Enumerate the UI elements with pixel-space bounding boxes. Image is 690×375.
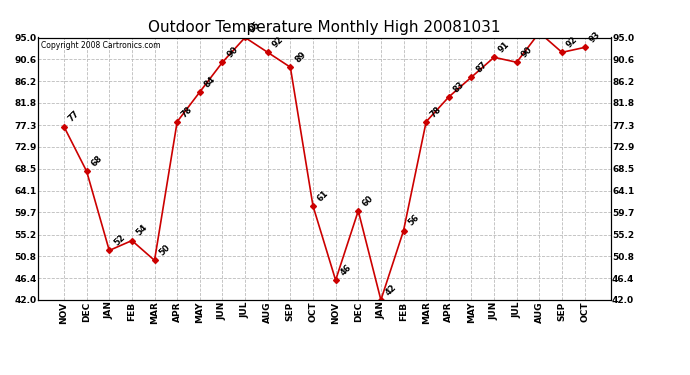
Text: 78: 78: [180, 104, 195, 119]
Text: 89: 89: [293, 50, 308, 64]
Text: 96: 96: [0, 374, 1, 375]
Text: 84: 84: [203, 75, 217, 89]
Text: 95: 95: [248, 20, 262, 35]
Text: 92: 92: [564, 35, 580, 50]
Text: 54: 54: [135, 223, 149, 238]
Text: 92: 92: [270, 35, 285, 50]
Text: 56: 56: [406, 213, 421, 228]
Text: 83: 83: [451, 80, 466, 94]
Text: 91: 91: [497, 40, 511, 54]
Text: 61: 61: [316, 189, 331, 203]
Text: Copyright 2008 Cartronics.com: Copyright 2008 Cartronics.com: [41, 42, 160, 51]
Text: 87: 87: [474, 60, 489, 74]
Text: 78: 78: [429, 104, 444, 119]
Text: 50: 50: [157, 243, 172, 258]
Text: 68: 68: [90, 154, 104, 168]
Text: 77: 77: [67, 110, 81, 124]
Text: 60: 60: [361, 194, 375, 208]
Text: 90: 90: [225, 45, 239, 60]
Text: 93: 93: [587, 30, 602, 45]
Text: 42: 42: [384, 282, 398, 297]
Text: 52: 52: [112, 233, 127, 248]
Title: Outdoor Temperature Monthly High 20081031: Outdoor Temperature Monthly High 2008103…: [148, 20, 500, 35]
Text: 90: 90: [520, 45, 534, 60]
Text: 46: 46: [338, 263, 353, 278]
